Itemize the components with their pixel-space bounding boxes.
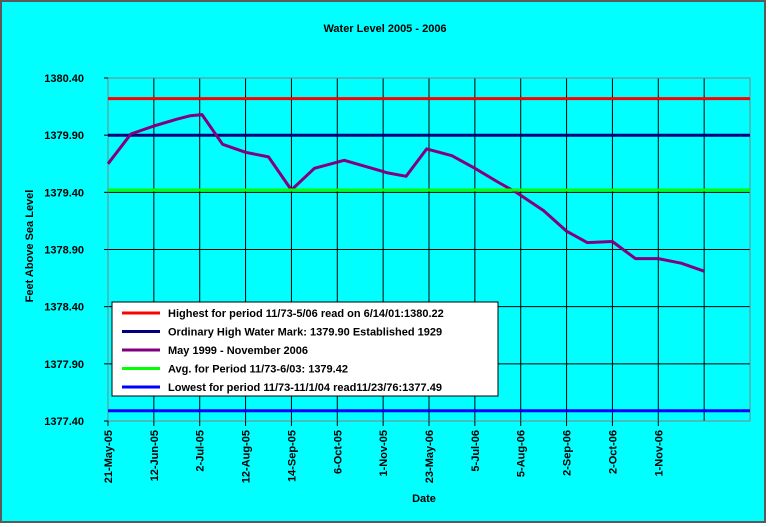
x-tick-label: 23-May-06 bbox=[424, 430, 436, 483]
x-tick-label: 5-Aug-06 bbox=[516, 430, 528, 477]
x-tick-label: 5-Jul-06 bbox=[470, 430, 482, 472]
y-tick-label: 1378.90 bbox=[44, 245, 84, 257]
y-tick-label: 1379.40 bbox=[44, 187, 84, 199]
series-line-3 bbox=[106, 113, 705, 273]
y-tick-label: 1377.40 bbox=[44, 416, 84, 428]
chart-title: Water Level 2005 - 2006 bbox=[323, 23, 446, 35]
y-tick-label: 1379.90 bbox=[44, 130, 84, 142]
x-tick-label: 2-Sep-06 bbox=[562, 430, 574, 476]
x-tick-label: 6-Oct-05 bbox=[332, 430, 344, 474]
legend-label: Ordinary High Water Mark: 1379.90 Establ… bbox=[168, 327, 442, 339]
x-tick-label: 1-Nov-05 bbox=[378, 430, 390, 476]
legend-box bbox=[111, 301, 499, 397]
x-tick-label: 12-Aug-05 bbox=[241, 430, 253, 483]
y-tick-label: 1380.40 bbox=[44, 73, 84, 85]
x-tick-label: 2-Jul-05 bbox=[195, 430, 207, 472]
x-tick-label: 2-Oct-06 bbox=[607, 430, 619, 474]
x-tick-label: 21-May-05 bbox=[103, 430, 115, 483]
x-axis-ticks: 21-May-05 12-Jun-05 2-Jul-05 12-Aug-05 14-Se… bbox=[103, 421, 665, 483]
legend-label: May 1999 - November 2006 bbox=[168, 345, 308, 357]
legend-label: Highest for period 11/73-5/06 read on 6/… bbox=[168, 308, 444, 320]
y-tick-label: 1378.40 bbox=[44, 302, 84, 314]
legend-label: Avg. for Period 11/73-6/03: 1379.42 bbox=[168, 364, 348, 376]
legend-label: Lowest for period 11/73-11/1/04 read11/2… bbox=[168, 382, 442, 394]
x-tick-label: 12-Jun-05 bbox=[149, 430, 161, 481]
x-axis-label: Date bbox=[412, 493, 436, 505]
x-tick-label: 1-Nov-06 bbox=[653, 430, 665, 476]
y-axis-label: Feet Above Sea Level bbox=[24, 190, 36, 303]
series-lines bbox=[106, 97, 750, 413]
y-tick-label: 1377.90 bbox=[44, 359, 84, 371]
y-axis-ticks: 1377.40 1377.90 1378.40 1378.90 1379.40 1379.… bbox=[44, 73, 108, 428]
legend: Highest for period 11/73-5/06 read on 6/… bbox=[111, 301, 499, 397]
x-tick-label: 14-Sep-05 bbox=[286, 430, 298, 482]
